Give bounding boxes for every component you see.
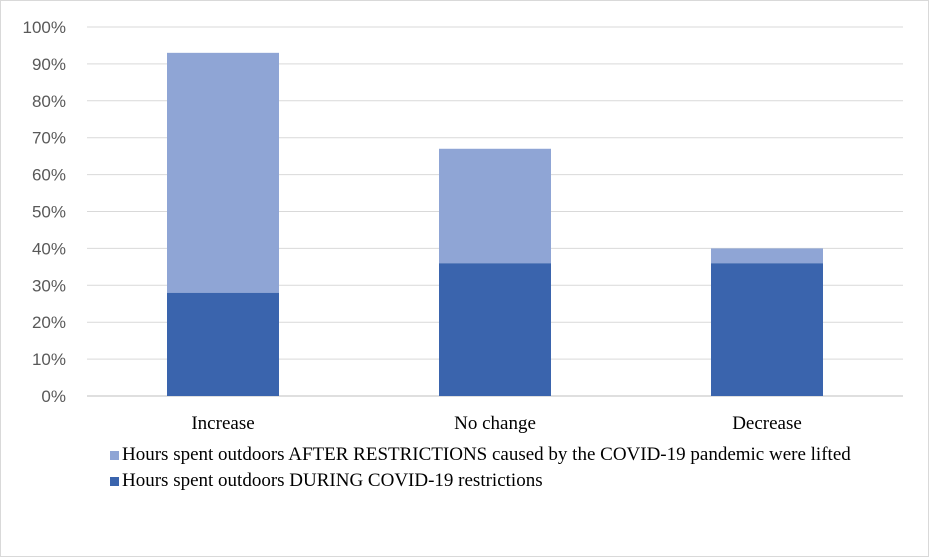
bar-after-no-change: [439, 148, 551, 264]
y-tick-label: 90%: [32, 55, 66, 74]
bar-after-decrease: [711, 248, 823, 264]
x-category-label: Decrease: [732, 413, 802, 434]
y-tick-label: 100%: [23, 18, 66, 37]
legend-swatch-after: [110, 451, 119, 460]
y-axis-ticks: 0% 10% 20% 30% 40% 50% 60% 70% 80% 90% 100%: [23, 18, 66, 406]
legend-label-after: Hours spent outdoors AFTER RESTRICTIONS …: [122, 444, 851, 465]
bar-during-no-change: [439, 263, 551, 396]
x-category-label: Increase: [191, 413, 254, 434]
y-tick-label: 0%: [41, 387, 66, 406]
y-tick-label: 70%: [32, 129, 66, 148]
legend-label-during: Hours spent outdoors DURING COVID-19 res…: [122, 470, 543, 491]
bar-during-increase: [167, 292, 279, 396]
x-category-label: No change: [454, 413, 536, 434]
y-tick-label: 80%: [32, 92, 66, 111]
bars: [167, 52, 823, 396]
bar-after-increase: [167, 52, 279, 293]
y-tick-label: 10%: [32, 350, 66, 369]
y-tick-label: 50%: [32, 203, 66, 222]
y-tick-label: 40%: [32, 239, 66, 258]
y-tick-label: 60%: [32, 166, 66, 185]
x-axis-categories: Increase No change Decrease: [191, 413, 801, 434]
y-tick-label: 30%: [32, 276, 66, 295]
bar-during-decrease: [711, 263, 823, 396]
legend-swatch-during: [110, 477, 119, 486]
legend-item-during: Hours spent outdoors DURING COVID-19 res…: [110, 469, 890, 493]
legend: Hours spent outdoors AFTER RESTRICTIONS …: [110, 443, 890, 495]
legend-item-after: Hours spent outdoors AFTER RESTRICTIONS …: [110, 443, 890, 467]
y-tick-label: 20%: [32, 313, 66, 332]
